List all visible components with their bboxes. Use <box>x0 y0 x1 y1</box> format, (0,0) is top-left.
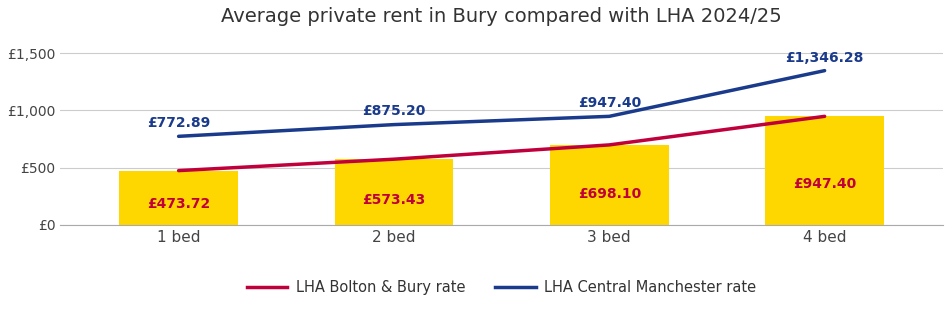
Text: £573.43: £573.43 <box>362 193 426 207</box>
Bar <box>334 159 453 225</box>
Text: £947.40: £947.40 <box>578 96 641 110</box>
Bar <box>766 116 884 225</box>
Legend: LHA Bolton & Bury rate, LHA Central Manchester rate: LHA Bolton & Bury rate, LHA Central Manc… <box>240 274 763 300</box>
Text: £772.89: £772.89 <box>147 116 210 130</box>
Text: £875.20: £875.20 <box>362 104 426 118</box>
Title: Average private rent in Bury compared with LHA 2024/25: Average private rent in Bury compared wi… <box>221 7 782 26</box>
Bar <box>550 145 669 225</box>
Bar <box>120 171 238 225</box>
Text: £947.40: £947.40 <box>793 177 856 191</box>
Text: £473.72: £473.72 <box>147 197 210 211</box>
Text: £1,346.28: £1,346.28 <box>786 52 864 66</box>
Text: £698.10: £698.10 <box>578 188 641 202</box>
